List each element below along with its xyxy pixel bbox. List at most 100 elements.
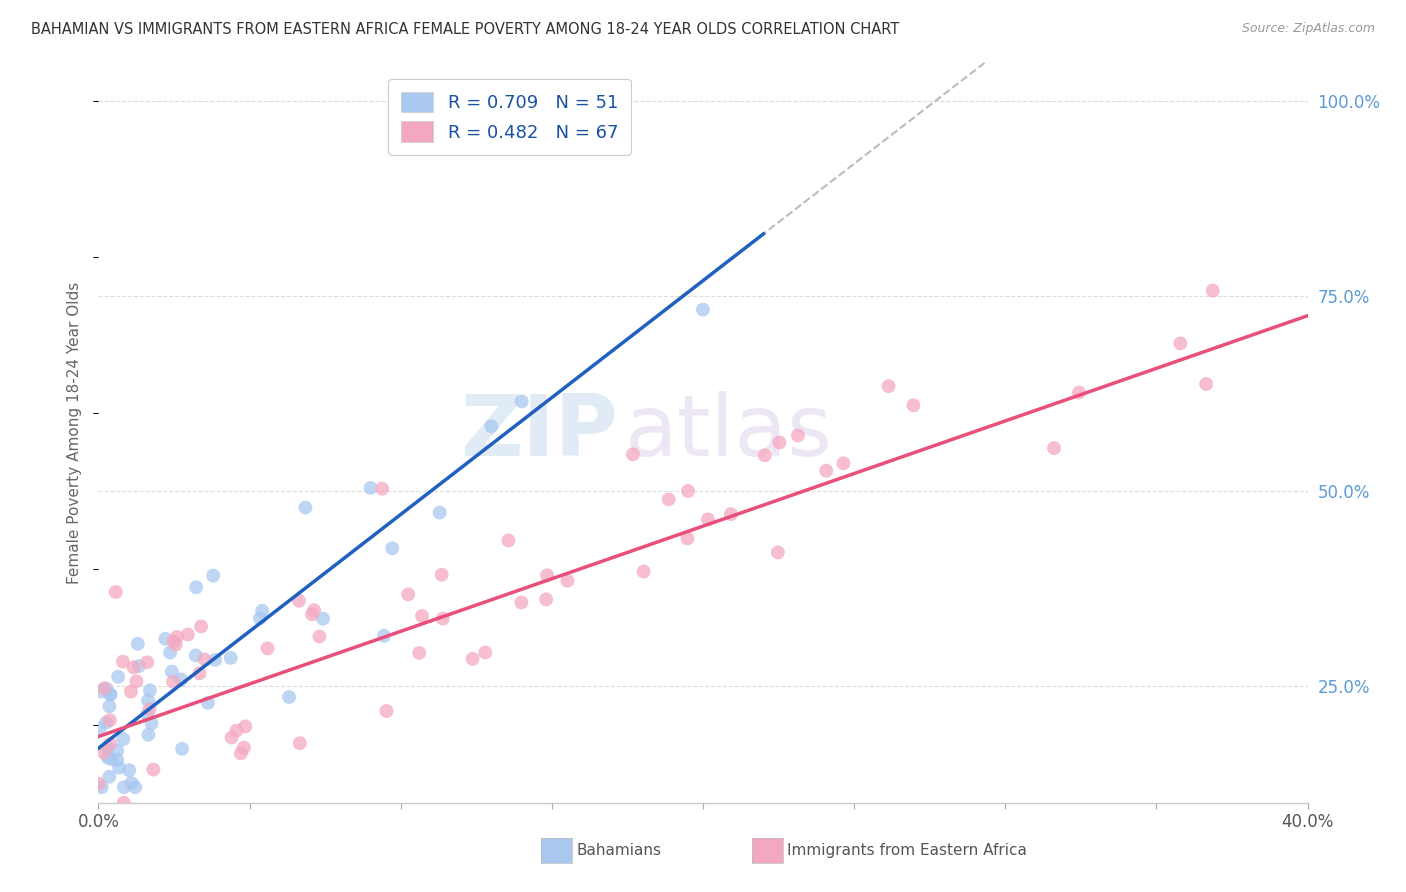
Text: ZIP: ZIP bbox=[461, 391, 619, 475]
Point bbox=[510, 595, 533, 609]
Point bbox=[97, 740, 120, 755]
Point bbox=[122, 660, 145, 674]
Point bbox=[90, 780, 112, 795]
Point bbox=[136, 656, 159, 670]
Point bbox=[288, 736, 311, 750]
Point bbox=[112, 796, 135, 810]
Point bbox=[786, 428, 808, 442]
Point bbox=[188, 666, 211, 681]
Point bbox=[302, 603, 325, 617]
Point bbox=[96, 681, 118, 696]
Point bbox=[100, 752, 122, 766]
Legend: R = 0.709   N = 51, R = 0.482   N = 67: R = 0.709 N = 51, R = 0.482 N = 67 bbox=[388, 78, 631, 155]
Point bbox=[108, 760, 131, 774]
Point bbox=[98, 699, 121, 714]
Point bbox=[373, 629, 395, 643]
Point bbox=[138, 702, 160, 716]
Point bbox=[170, 673, 193, 687]
Text: Immigrants from Eastern Africa: Immigrants from Eastern Africa bbox=[787, 844, 1028, 858]
Point bbox=[186, 580, 208, 594]
Point bbox=[98, 713, 121, 727]
Point bbox=[375, 704, 398, 718]
Point bbox=[697, 512, 720, 526]
Point bbox=[165, 638, 187, 652]
Point bbox=[136, 707, 159, 722]
Point bbox=[107, 670, 129, 684]
Point bbox=[676, 532, 699, 546]
Point bbox=[658, 492, 681, 507]
Point bbox=[204, 653, 226, 667]
Point bbox=[481, 419, 503, 434]
Point bbox=[474, 645, 496, 659]
Point bbox=[166, 630, 188, 644]
Point bbox=[534, 592, 557, 607]
Point bbox=[229, 747, 252, 761]
Point bbox=[371, 482, 394, 496]
Point bbox=[190, 619, 212, 633]
Point bbox=[124, 780, 146, 795]
Point bbox=[360, 481, 382, 495]
Point bbox=[138, 728, 160, 742]
Point bbox=[430, 567, 453, 582]
Point bbox=[219, 651, 242, 665]
Point bbox=[197, 696, 219, 710]
Point bbox=[396, 587, 419, 601]
Point bbox=[118, 763, 141, 777]
Point bbox=[1043, 441, 1066, 455]
Point bbox=[194, 652, 217, 666]
Point bbox=[177, 627, 200, 641]
Point bbox=[676, 483, 699, 498]
Point bbox=[139, 683, 162, 698]
Point bbox=[128, 659, 150, 673]
Point bbox=[278, 690, 301, 704]
Point bbox=[162, 674, 184, 689]
Point bbox=[142, 763, 165, 777]
Text: atlas: atlas bbox=[624, 391, 832, 475]
Point bbox=[1202, 284, 1225, 298]
Point bbox=[120, 684, 142, 698]
Point bbox=[877, 379, 900, 393]
Point bbox=[98, 737, 121, 751]
Point bbox=[93, 681, 115, 696]
Point bbox=[232, 740, 254, 755]
Point bbox=[766, 545, 789, 559]
Point bbox=[557, 574, 579, 588]
Point bbox=[155, 632, 177, 646]
Point bbox=[100, 688, 122, 702]
Point bbox=[536, 568, 558, 582]
Point bbox=[1195, 376, 1218, 391]
Point bbox=[903, 398, 925, 412]
Point bbox=[510, 394, 533, 409]
Point bbox=[136, 693, 159, 707]
Point bbox=[692, 302, 714, 317]
Point bbox=[159, 646, 181, 660]
Text: BAHAMIAN VS IMMIGRANTS FROM EASTERN AFRICA FEMALE POVERTY AMONG 18-24 YEAR OLDS : BAHAMIAN VS IMMIGRANTS FROM EASTERN AFRI… bbox=[31, 22, 900, 37]
Point bbox=[111, 655, 134, 669]
Point bbox=[112, 732, 135, 747]
Point bbox=[184, 648, 207, 663]
Point bbox=[89, 722, 111, 736]
Point bbox=[96, 715, 118, 730]
Text: Bahamians: Bahamians bbox=[576, 844, 661, 858]
Point bbox=[202, 568, 225, 582]
Point bbox=[104, 585, 127, 599]
Point bbox=[105, 753, 128, 767]
Point bbox=[256, 641, 278, 656]
Point bbox=[815, 464, 838, 478]
Point bbox=[288, 594, 311, 608]
Point bbox=[160, 665, 183, 679]
Point bbox=[225, 723, 247, 738]
Point bbox=[432, 611, 454, 625]
Point bbox=[720, 507, 742, 521]
Point bbox=[125, 674, 148, 689]
Point bbox=[308, 630, 330, 644]
Point bbox=[105, 744, 128, 758]
Point bbox=[312, 612, 335, 626]
Point bbox=[768, 435, 790, 450]
Point bbox=[429, 506, 451, 520]
Point bbox=[221, 731, 243, 745]
Point bbox=[461, 652, 484, 666]
Point bbox=[127, 637, 149, 651]
Point bbox=[93, 746, 115, 760]
Point bbox=[411, 609, 433, 624]
